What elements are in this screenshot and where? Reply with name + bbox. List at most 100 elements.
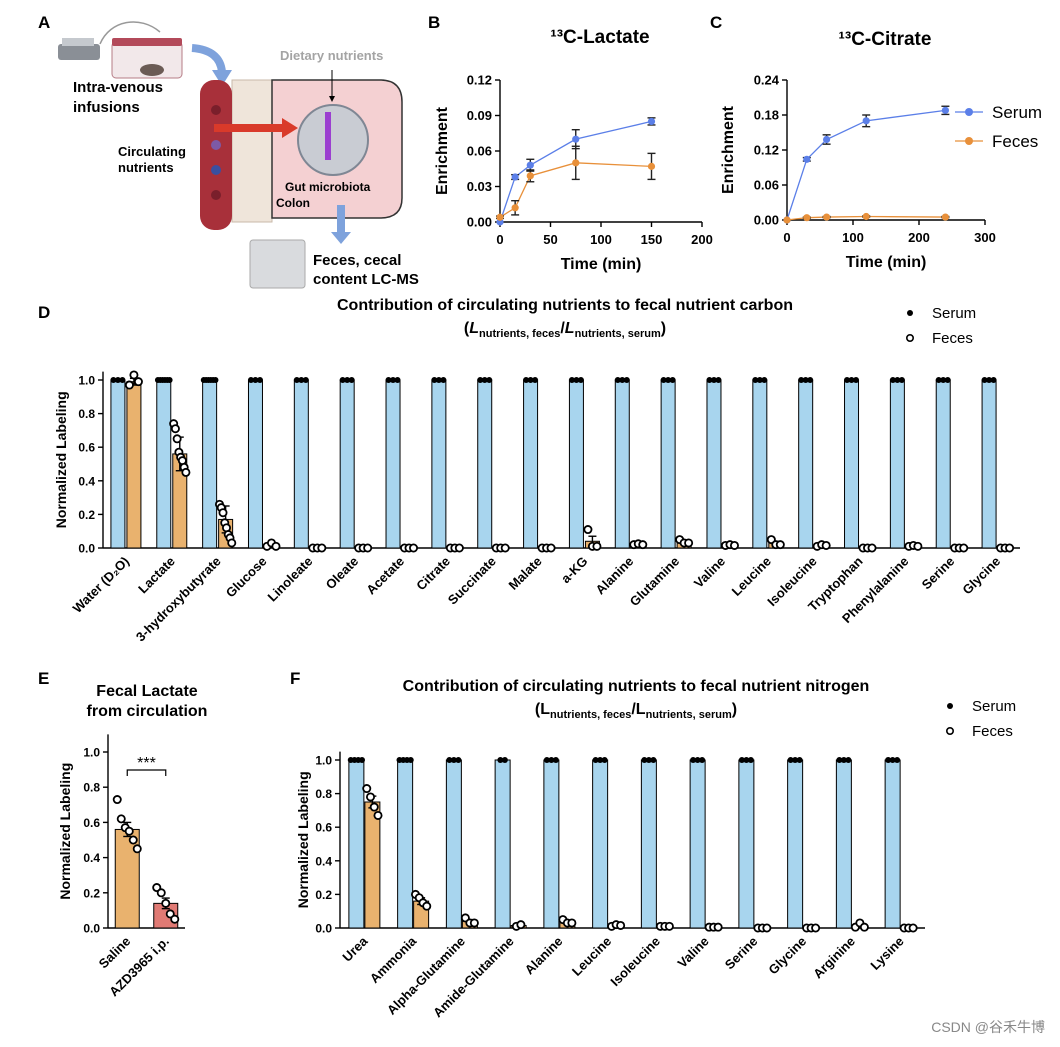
y-tick-label: 0.09 [467, 108, 492, 123]
y-tick-label: 1.0 [83, 746, 100, 760]
panel-label: E [38, 669, 49, 688]
x-tick-label: Water (D₂O) [70, 554, 132, 616]
y-tick-label: 0.00 [754, 213, 779, 228]
y-tick-label: 0.00 [467, 215, 492, 230]
data-point [710, 377, 717, 383]
legend-label: Serum [992, 103, 1042, 122]
subtitle-part: L [469, 320, 479, 337]
data-point [511, 173, 519, 181]
data-point [390, 377, 397, 383]
data-point [124, 380, 134, 390]
panel-label: D [38, 303, 50, 322]
data-point [227, 538, 237, 548]
data-point [339, 377, 346, 383]
bar [592, 759, 609, 929]
data-point [619, 377, 626, 383]
data-point [862, 212, 870, 221]
data-point [811, 923, 821, 933]
x-tick-label: Isoleucine [607, 934, 663, 990]
y-tick-label: 0.06 [467, 144, 492, 159]
mouse [140, 64, 164, 76]
data-point [669, 377, 676, 383]
cage-lid [112, 38, 182, 46]
x-tick-label: Linoleate [264, 554, 315, 605]
y-axis-label: Enrichment [720, 105, 737, 194]
arrow [214, 118, 298, 138]
subtitle-part: L [636, 701, 646, 718]
data-point [527, 377, 534, 383]
data-point [738, 757, 745, 763]
x-tick-label: Leucine [729, 554, 774, 599]
data-point [616, 920, 626, 930]
data-point [422, 901, 432, 911]
data-point [252, 377, 259, 383]
blood-vessel [200, 80, 232, 230]
significance-label: *** [137, 755, 156, 772]
bar [348, 759, 365, 929]
data-point [798, 377, 805, 383]
bar [247, 379, 263, 549]
diagram-text: Dietary nutrients [280, 48, 383, 63]
data-point [552, 757, 559, 763]
subtitle-part: ) [661, 320, 666, 337]
data-point [369, 802, 379, 812]
data-point [885, 757, 892, 763]
data-point [821, 540, 831, 550]
legend-marker [905, 333, 914, 342]
x-tick-label: Succinate [445, 554, 499, 608]
data-point [783, 216, 791, 224]
data-point [684, 538, 694, 548]
data-point [440, 377, 447, 383]
data-point [706, 377, 713, 383]
bar [844, 379, 860, 549]
y-tick-label: 0.4 [315, 854, 332, 868]
legend-label: Feces [932, 330, 973, 347]
data-point [409, 543, 419, 553]
subtitle-part: ) [732, 701, 737, 718]
x-tick-label: 50 [543, 232, 557, 247]
subtitle-part: ( [535, 701, 541, 718]
x-tick-label: a-KG [558, 554, 591, 587]
panel-label: F [290, 669, 300, 688]
data-point [344, 377, 351, 383]
data-point [752, 377, 759, 383]
data-point [647, 162, 656, 170]
data-point [699, 757, 706, 763]
chart-subtitle: (Lnutrients, feces/Lnutrients, serum) [464, 320, 666, 340]
legend-label: Serum [932, 305, 976, 322]
bar [706, 379, 722, 549]
data-point [496, 213, 504, 221]
data-point [454, 543, 464, 553]
diagram-text: nutrients [118, 160, 174, 175]
panel-f: F Contribution of circulating nutrients t… [290, 669, 1016, 1020]
bar [614, 379, 630, 549]
data-point [129, 370, 139, 380]
x-tick-label: Glutamine [627, 554, 683, 610]
data-point [645, 757, 652, 763]
data-point [362, 784, 372, 794]
data-point [986, 377, 993, 383]
diagram-text: Intra-venous [73, 79, 163, 96]
data-point [844, 377, 851, 383]
data-point [172, 434, 182, 444]
x-tick-label: Serine [919, 554, 958, 593]
data-point [532, 377, 539, 383]
subtitle-part: nutrients, serum [646, 709, 732, 721]
chart-title: from circulation [87, 703, 208, 720]
bar [981, 379, 997, 549]
bar [738, 759, 755, 929]
data-point [641, 757, 648, 763]
data-point [116, 814, 126, 824]
x-tick-label: 100 [842, 230, 864, 245]
data-point [990, 377, 997, 383]
data-point [894, 757, 901, 763]
data-point [218, 508, 228, 518]
y-axis-label: Enrichment [434, 106, 451, 195]
data-point [959, 543, 969, 553]
x-tick-label: Citrate [413, 554, 453, 594]
data-point [859, 922, 869, 932]
data-point [694, 757, 701, 763]
data-point [761, 377, 768, 383]
data-point [981, 377, 988, 383]
data-point [713, 922, 723, 932]
